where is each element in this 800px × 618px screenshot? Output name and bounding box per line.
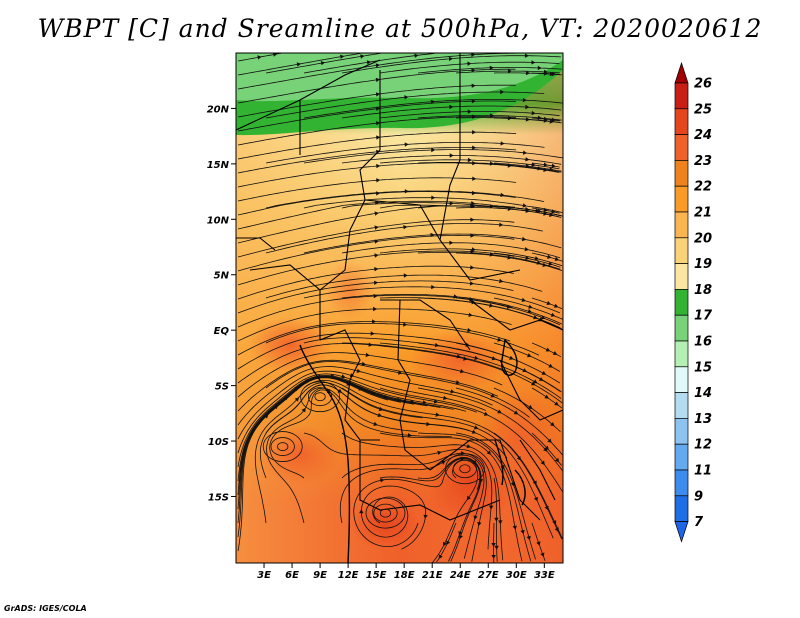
lon-tick-label: 21E xyxy=(422,570,443,581)
lat-tick-label: 5S xyxy=(215,382,229,393)
vortex-ring xyxy=(373,503,398,523)
colorbar-label: 26 xyxy=(694,77,712,92)
lat-tick-label: 20N xyxy=(207,104,230,115)
coastlines xyxy=(299,338,526,563)
lon-tick-label: 6E xyxy=(285,570,299,581)
wbpt-field xyxy=(236,53,563,563)
lon-tick-label: 24E xyxy=(450,570,471,581)
lon-tick-label: 18E xyxy=(394,570,415,581)
colorbar-label: 16 xyxy=(694,335,712,350)
colorbar-box xyxy=(674,314,689,342)
colorbar-box xyxy=(674,185,689,213)
vortex-ring xyxy=(314,392,326,402)
colorbar-box xyxy=(674,160,689,187)
lat-tick-label: EQ xyxy=(214,326,230,337)
colorbar-box xyxy=(674,211,689,239)
lon-tick-label: 33E xyxy=(534,570,555,581)
vortex-ring xyxy=(277,442,289,451)
lat-tick-label: 15N xyxy=(207,160,230,171)
lon-tick-label: 9E xyxy=(313,570,327,581)
lat-tick-label: 10S xyxy=(208,437,229,448)
colorbar-box xyxy=(674,418,689,445)
colorbar-label: 24 xyxy=(694,128,712,143)
vortex-ring xyxy=(307,387,333,407)
colorbar-box xyxy=(674,469,689,497)
colorbar-box xyxy=(674,392,689,419)
colorbar-label: 7 xyxy=(694,515,704,530)
streamlines xyxy=(237,53,563,563)
colorbar-top-arrow xyxy=(674,61,689,84)
map-frame xyxy=(235,52,564,564)
colorbar-label: 20 xyxy=(694,231,712,246)
colorbar-label: 9 xyxy=(694,489,703,504)
colorbar-label: 17 xyxy=(694,309,713,324)
lon-tick-label: 15E xyxy=(366,570,387,581)
colorbar-box xyxy=(674,366,689,393)
vortex-ring xyxy=(300,381,340,413)
colorbar-label: 14 xyxy=(694,386,712,401)
lat-tick-label: 10N xyxy=(207,215,230,226)
colorbar-label: 19 xyxy=(694,257,712,272)
lat-tick-label: 5N xyxy=(214,271,230,282)
vortex-ring xyxy=(365,497,406,529)
colorbar-label: 11 xyxy=(694,464,712,479)
longitude-ticks: 3E 6E 9E 12E 15E 18E 21E 24E 27E 30E 33E xyxy=(257,563,555,581)
colorbar-box xyxy=(674,443,689,471)
colorbar-label: 15 xyxy=(694,360,712,375)
colorbar-box xyxy=(674,237,689,264)
colorbar-box xyxy=(674,340,689,368)
colorbar-bottom-arrow xyxy=(674,521,689,543)
map-title: WBPT [C] and Sreamline at 500hPa, VT: 20… xyxy=(37,14,763,43)
colorbar-box xyxy=(674,289,689,316)
country-borders xyxy=(236,53,563,521)
colorbar-box xyxy=(674,134,689,161)
vortex-ring xyxy=(452,459,477,479)
grads-credit: GrADS: IGES/COLA xyxy=(4,604,87,613)
vortex-ring xyxy=(262,431,303,462)
latitude-ticks: 20N 15N 10N 5N EQ 5S 10S 15S xyxy=(207,104,236,503)
lon-tick-label: 30E xyxy=(506,570,527,581)
vortex-centers xyxy=(262,381,485,529)
vortex-ring xyxy=(270,437,295,456)
colorbar-label: 12 xyxy=(694,438,712,453)
lon-tick-label: 27E xyxy=(478,570,499,581)
colorbar-label: 21 xyxy=(694,206,712,221)
colorbar-box xyxy=(674,82,689,110)
colorbar-label: 18 xyxy=(694,283,712,298)
colorbar-label: 23 xyxy=(694,154,712,169)
vortex-ring xyxy=(444,453,485,485)
vortex-ring xyxy=(459,464,471,474)
lon-tick-label: 3E xyxy=(257,570,271,581)
colorbar: 26 25 24 23 22 21 20 19 18 17 16 15 14 13 12 11 9 7 xyxy=(674,61,713,543)
colorbar-label: 25 xyxy=(694,102,712,117)
colorbar-label: 13 xyxy=(694,412,712,427)
colorbar-box xyxy=(674,108,689,135)
lon-tick-label: 12E xyxy=(338,570,359,581)
lat-tick-label: 15S xyxy=(208,492,229,503)
colorbar-box xyxy=(674,495,689,522)
colorbar-label: 22 xyxy=(694,180,712,195)
vortex-ring xyxy=(379,508,392,518)
colorbar-box xyxy=(674,263,689,290)
